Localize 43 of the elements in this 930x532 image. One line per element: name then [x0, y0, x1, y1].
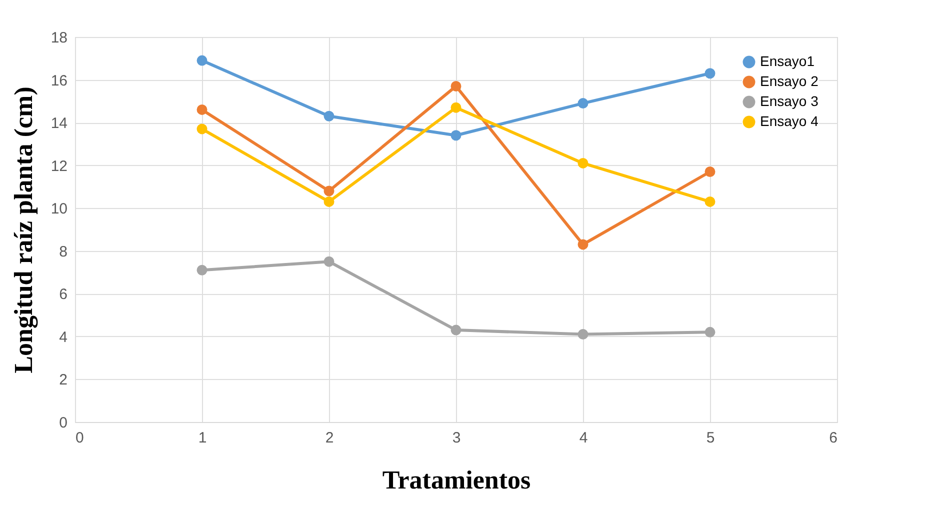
y-axis-title: Longitud raíz planta (cm): [8, 86, 38, 374]
x-axis-title: Tratamientos: [382, 466, 531, 494]
point: [578, 239, 588, 250]
point: [450, 102, 462, 113]
point: [196, 104, 208, 115]
point: [578, 329, 588, 340]
y-tick-label: 16: [50, 72, 68, 90]
point: [196, 55, 208, 66]
point: [324, 196, 334, 207]
y-tick-label: 2: [59, 372, 68, 389]
point: [704, 68, 716, 79]
legend-label: Ensayo 4: [760, 113, 819, 129]
point: [324, 186, 334, 196]
y-tick-label: 12: [50, 158, 68, 175]
y-tick-label: 18: [50, 30, 68, 46]
point: [704, 196, 716, 207]
y-tick-label: 0: [59, 414, 68, 432]
x-tick-label: 5: [706, 430, 715, 446]
legend-label: Ensayo1: [760, 53, 815, 69]
point: [578, 158, 588, 168]
x-tick-label: 0: [76, 430, 84, 446]
y-tick-label: 4: [59, 328, 68, 346]
x-tick-label: 2: [325, 430, 334, 446]
y-tick-label: 14: [50, 115, 68, 132]
point: [450, 80, 462, 92]
point: [196, 124, 208, 134]
y-tick-label: 6: [59, 286, 68, 304]
y-tick-label: 8: [59, 243, 68, 260]
x-tick-label: 3: [452, 430, 461, 446]
y-tick-label: 10: [50, 200, 68, 218]
point: [704, 166, 716, 177]
x-tick-label: 6: [829, 430, 838, 446]
point: [578, 98, 588, 109]
x-tick-label: 4: [579, 430, 588, 446]
point: [324, 110, 334, 122]
point: [324, 256, 334, 267]
point: [196, 264, 208, 276]
point: [704, 326, 716, 338]
point: [450, 324, 462, 336]
legend-label: Ensayo 3: [760, 93, 819, 109]
point: [450, 130, 462, 141]
x-tick-label: 1: [198, 430, 207, 446]
legend-label: Ensayo 2: [760, 73, 819, 89]
